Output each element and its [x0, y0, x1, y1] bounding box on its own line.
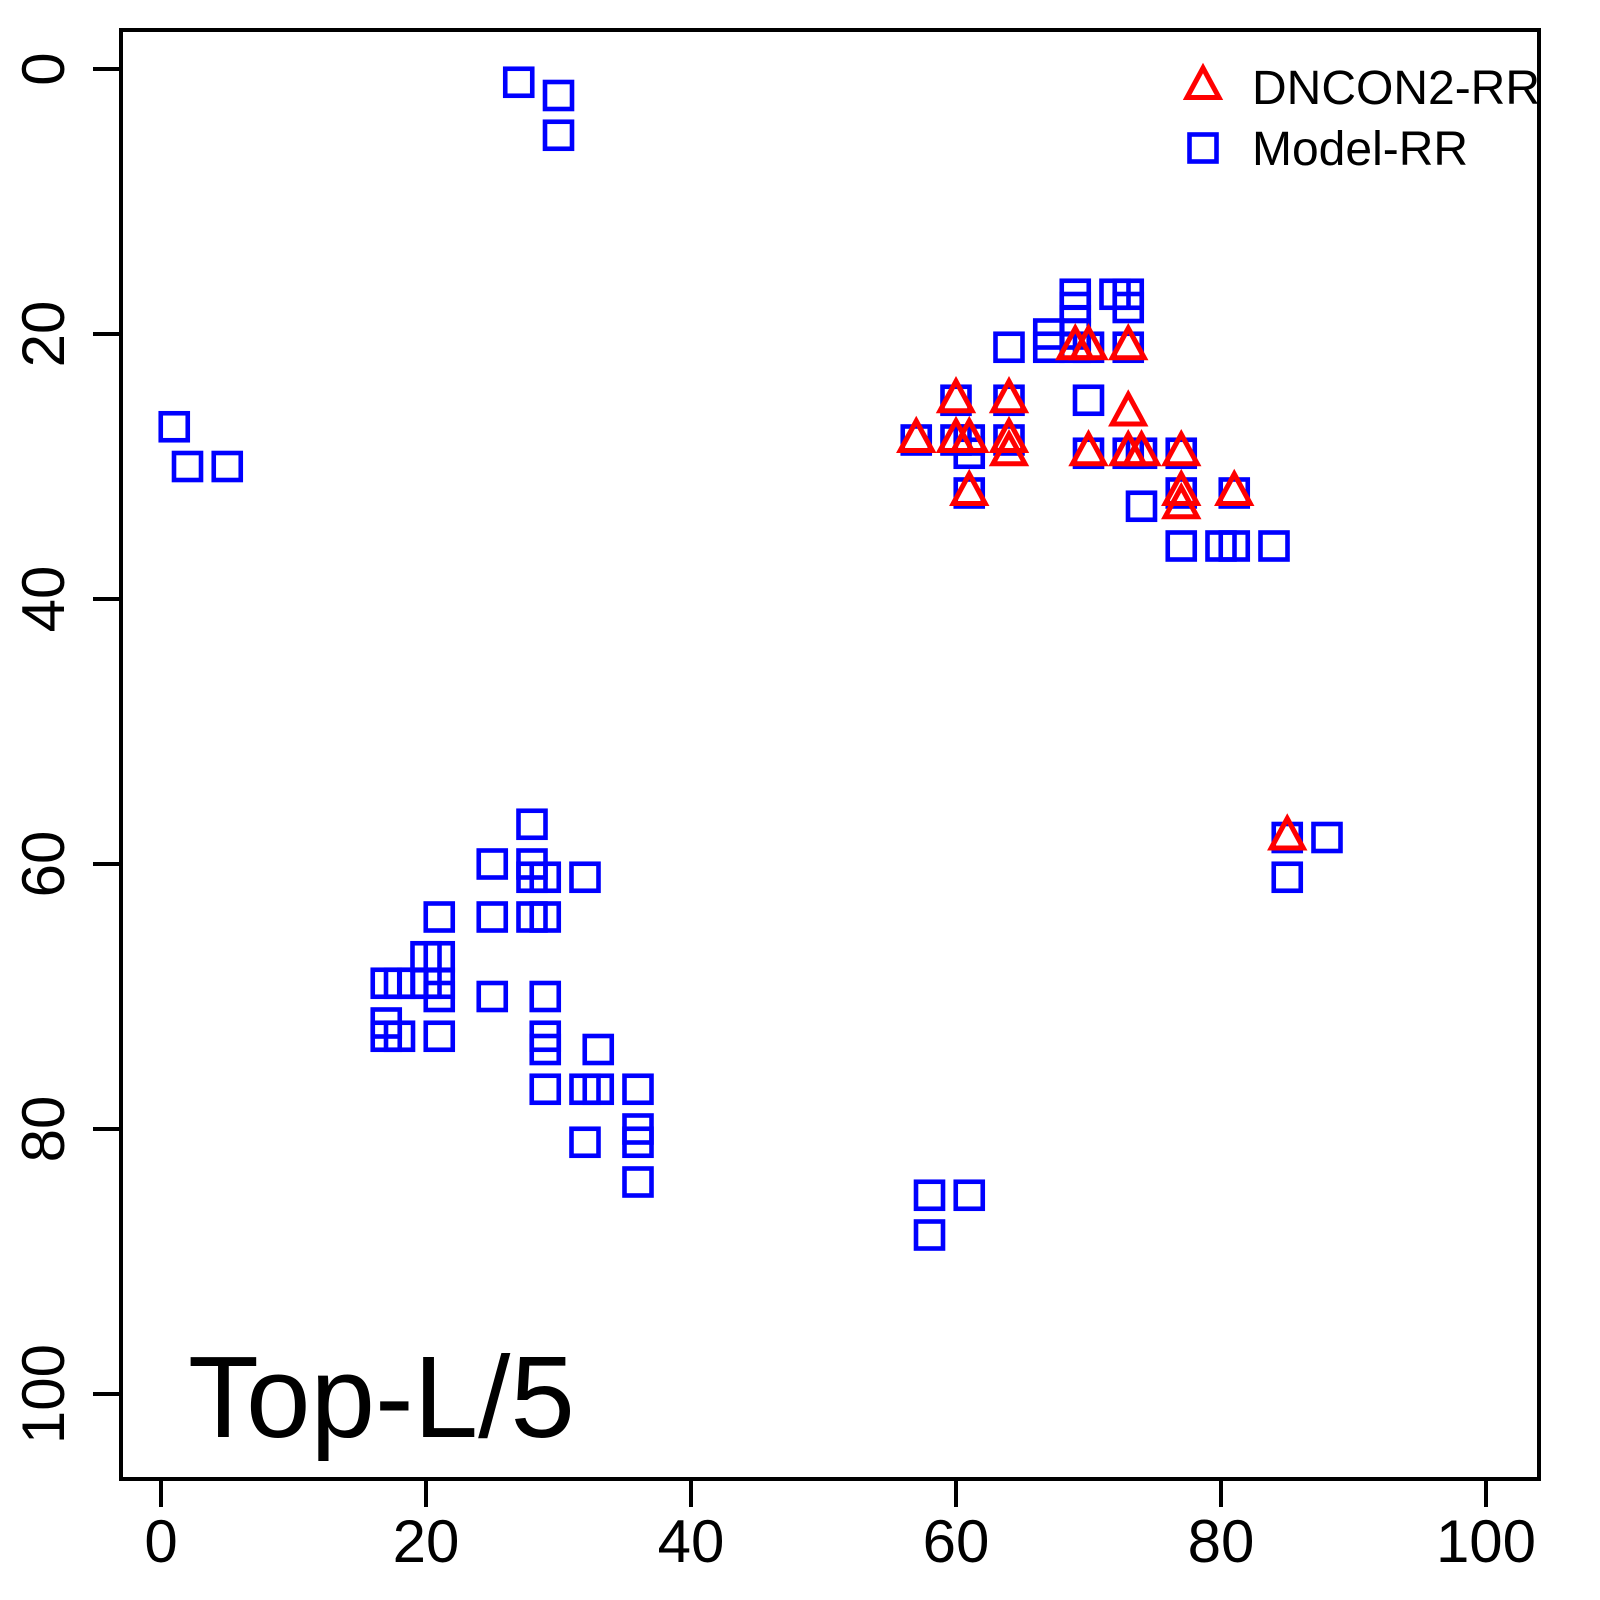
data-point-triangle: [949, 415, 990, 453]
data-point-triangle: [949, 468, 990, 506]
x-tick-label: 80: [1188, 1508, 1255, 1575]
x-tick-label: 100: [1436, 1508, 1536, 1575]
data-point-triangle: [1068, 323, 1109, 361]
data-point-triangle: [1108, 323, 1149, 361]
data-point-triangle: [1108, 389, 1149, 427]
legend-label-dncon2-rr: DNCON2-RR: [1252, 62, 1540, 115]
data-point-square: [622, 1126, 654, 1159]
y-tick-label: 100: [10, 1344, 77, 1444]
data-point-square: [1271, 861, 1304, 894]
data-point-square: [1125, 490, 1158, 523]
model-rr-points: [158, 66, 1343, 1251]
data-point-triangle: [1068, 429, 1109, 467]
data-point-square: [529, 901, 562, 933]
y-tick-label: 20: [10, 301, 77, 368]
plot-border: [119, 28, 1541, 1481]
data-point-square: [529, 1073, 562, 1106]
data-point-square: [171, 450, 204, 483]
data-point-square: [1165, 437, 1198, 470]
data-point-square: [569, 861, 601, 894]
data-point-square: [1072, 331, 1105, 364]
data-point-square: [423, 901, 456, 933]
y-tick-label: 0: [10, 52, 77, 85]
data-point-square: [940, 384, 972, 417]
data-point-triangle: [935, 376, 977, 414]
data-point-square: [529, 1033, 562, 1066]
data-point-square: [1187, 132, 1219, 164]
data-point-square: [569, 1126, 601, 1159]
x-axis-ticks: 0 20 40 60 80 100: [144, 1479, 1536, 1575]
data-point-square: [1271, 821, 1304, 854]
data-point-triangle: [988, 376, 1030, 414]
data-point-square: [529, 861, 562, 894]
dncon2-rr-points: [896, 323, 1308, 851]
data-point-square: [476, 980, 509, 1013]
x-tick-label: 40: [658, 1508, 725, 1575]
data-point-square: [582, 1033, 615, 1066]
data-point-square: [516, 808, 548, 841]
x-tick-label: 0: [144, 1508, 177, 1575]
data-point-square: [993, 331, 1025, 364]
x-tick-label: 20: [393, 1508, 460, 1575]
data-point-square: [1311, 821, 1343, 854]
data-point-triangle: [988, 415, 1030, 453]
data-point-triangle: [896, 415, 937, 453]
data-point-square: [1072, 437, 1105, 470]
data-point-square: [1258, 530, 1290, 562]
data-point-square: [211, 450, 244, 483]
data-point-square: [1125, 437, 1158, 470]
data-point-square: [1112, 331, 1145, 364]
data-point-square: [622, 1073, 654, 1106]
data-point-triangle: [1161, 482, 1202, 520]
data-point-square: [953, 437, 986, 470]
data-point-square: [1218, 477, 1251, 509]
data-point-square: [953, 1179, 986, 1212]
data-point-triangle: [1161, 429, 1202, 467]
data-point-square: [529, 980, 562, 1013]
data-point-square: [383, 1020, 416, 1053]
data-point-square: [953, 477, 986, 509]
legend-symbols: [1182, 62, 1224, 164]
data-point-square: [622, 1166, 654, 1198]
data-point-square: [476, 901, 509, 933]
data-point-square: [900, 424, 933, 456]
data-point-triangle: [1182, 62, 1224, 100]
data-point-square: [913, 1179, 946, 1212]
data-point-square: [1165, 530, 1198, 562]
y-tick-label: 80: [10, 1096, 77, 1163]
data-point-square: [582, 1073, 615, 1106]
data-point-square: [423, 980, 456, 1013]
data-point-triangle: [1267, 813, 1308, 851]
data-point-square: [993, 384, 1025, 417]
data-point-triangle: [1214, 468, 1255, 506]
data-point-square: [913, 1219, 946, 1251]
legend-label-model-rr: Model-RR: [1252, 123, 1468, 176]
y-tick-label: 60: [10, 831, 77, 898]
data-point-square: [542, 79, 575, 112]
y-axis-ticks: 0 20 40 60 80 100: [10, 52, 121, 1444]
y-tick-label: 40: [10, 566, 77, 633]
data-point-square: [1165, 477, 1198, 509]
data-point-square: [1072, 384, 1105, 417]
data-point-square: [1112, 291, 1145, 324]
data-point-square: [502, 66, 535, 99]
data-point-square: [1218, 530, 1251, 562]
plot-title: Top-L/5: [188, 1332, 575, 1462]
data-point-triangle: [1121, 429, 1162, 467]
data-point-square: [476, 848, 509, 880]
data-point-triangle: [1161, 468, 1202, 506]
data-point-square: [423, 1020, 456, 1053]
data-point-triangle: [988, 429, 1030, 467]
x-tick-label: 60: [923, 1508, 990, 1575]
data-point-square: [542, 119, 575, 152]
data-point-square: [993, 424, 1025, 456]
data-point-square: [158, 410, 191, 443]
legend: DNCON2-RR Model-RR: [1182, 62, 1540, 176]
